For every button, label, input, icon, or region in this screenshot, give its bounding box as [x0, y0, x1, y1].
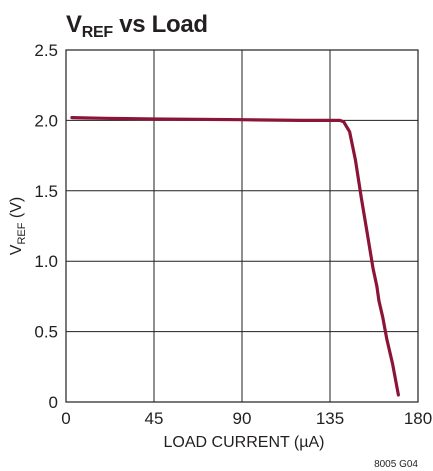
y-axis-label-main: V	[8, 244, 25, 255]
x-tick-label-2: 90	[233, 409, 252, 428]
y-tick-label-5: 2.5	[34, 41, 58, 60]
x-tick-label-1: 45	[145, 409, 164, 428]
x-tick-label-3: 135	[316, 409, 344, 428]
y-axis-label-rest: (V)	[8, 197, 25, 223]
y-axis-label-subscript: REF	[16, 222, 28, 244]
y-tick-label-1: 0.5	[34, 323, 58, 342]
y-axis-label: VREF (V)	[8, 197, 28, 255]
x-axis-label: LOAD CURRENT (µA)	[164, 434, 325, 451]
y-tick-label-4: 2.0	[34, 111, 58, 130]
series-layer	[70, 115, 400, 397]
plot-frame	[65, 49, 419, 403]
x-tick-label-0: 0	[61, 409, 70, 428]
y-tick-label-2: 1.0	[34, 252, 58, 271]
x-tick-label-4: 180	[404, 409, 432, 428]
chart-title-subscript: REF	[82, 24, 114, 41]
series-line-0	[70, 115, 400, 397]
y-tick-label-3: 1.5	[34, 182, 58, 201]
chart-title-rest: vs Load	[113, 11, 208, 38]
tick-labels: 0 45 90 135 180 0 0.5 1.0 1.5 2.0 2.5	[34, 41, 432, 428]
y-tick-label-0: 0	[49, 393, 58, 412]
chart-title: VREF vs Load	[66, 11, 208, 41]
chart-title-main: V	[66, 11, 82, 38]
figure-code: 8005 G04	[374, 459, 418, 470]
